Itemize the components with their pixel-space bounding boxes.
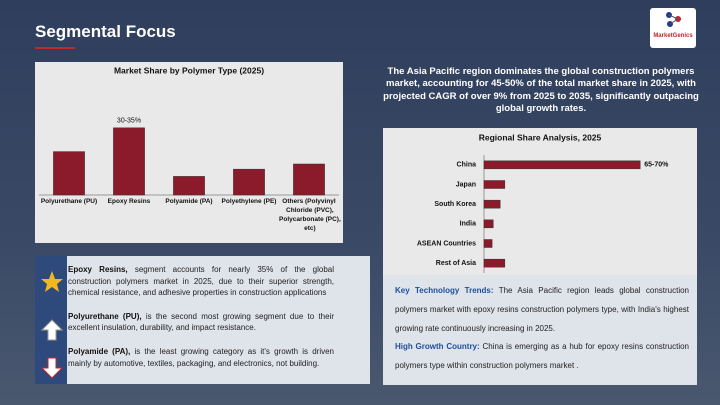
chart: Market Share by Polymer Type (2025) Polyu… [39, 65, 341, 232]
chart-title: Regional Share Analysis, 2025 [479, 132, 602, 142]
chart-panel: Market Share by Polymer Type (2025) Polyu… [35, 62, 343, 243]
bullet-list: Epoxy Resins, segment accounts for nearl… [68, 264, 334, 369]
lead-text: Key Technology Trends: [395, 286, 494, 295]
logo: MarketGenics [650, 8, 696, 48]
down-arrow-icon [40, 357, 64, 379]
bar [293, 163, 325, 196]
y-tick-label: South Korea [434, 201, 476, 208]
bar [483, 160, 641, 170]
y-tick-label: Rest of Asia [436, 260, 476, 267]
slide-title: Segmental Focus [35, 22, 176, 41]
x-tick-label: Epoxy Resins [108, 198, 151, 205]
bar [53, 151, 85, 196]
y-tick-label: ASEAN Countries [417, 240, 476, 247]
y-tick-label: Japan [456, 181, 476, 188]
x-tick-label: Polyethylene (PE) [222, 198, 277, 205]
insight-list: Key Technology Trends: The Asia Pacific … [395, 282, 689, 376]
paragraph: Epoxy Resins, segment accounts for nearl… [68, 264, 334, 299]
title-underline [35, 47, 75, 49]
paragraph: High Growth Country: China is emerging a… [395, 338, 689, 376]
bar [173, 176, 205, 196]
bar [483, 180, 506, 189]
x-tick-label: Polyamide (PA) [165, 198, 212, 205]
bar [483, 239, 493, 248]
insight-panel [383, 275, 697, 385]
paragraph: Polyurethane (PU), is the second most gr… [68, 311, 334, 334]
bar [483, 258, 506, 268]
bar [483, 219, 494, 229]
chart-title: Market Share by Polymer Type (2025) [114, 65, 264, 75]
bar [113, 127, 145, 196]
chart-panel: Regional Share Analysis, 2025 China 65-70%… [383, 128, 697, 275]
chart: Regional Share Analysis, 2025 China 65-70%… [417, 132, 669, 273]
y-tick-label: China [457, 162, 477, 169]
logo-text: MarketGenics [653, 33, 693, 39]
body-text: is the second most growing segment due t… [68, 311, 334, 333]
bar [233, 168, 265, 196]
bar [483, 199, 501, 209]
star-icon [41, 271, 63, 292]
body-text: The Asia Pacific region leads global con… [395, 286, 690, 333]
paragraph: Key Technology Trends: The Asia Pacific … [395, 282, 689, 338]
paragraph: Polyamide (PA), is the least growing cat… [68, 346, 334, 369]
body-text: is the least growing category as it's gr… [68, 346, 334, 368]
lead-text: Epoxy Resins, [68, 265, 128, 274]
lead-text: High Growth Country: [395, 342, 480, 352]
up-arrow-icon [40, 319, 64, 341]
body-text: China is emerging as a hub for epoxy res… [395, 342, 690, 371]
logo-icon [666, 12, 681, 27]
body-text: segment accounts for nearly 35% of the g… [68, 265, 334, 298]
lead-text: Polyurethane (PU), [68, 311, 142, 321]
y-tick-label: India [460, 221, 476, 228]
lead-text: Polyamide (PA), [68, 346, 131, 356]
value-label: 65-70% [644, 162, 669, 169]
value-label: 30-35% [117, 118, 141, 125]
x-tick-label: Polyurethane (PU) [41, 198, 97, 205]
x-tick-label: Others (Polyvinyl Chloride (PVC), Polyca… [277, 198, 341, 232]
summary: The Asia Pacific region dominates the gl… [383, 66, 699, 115]
